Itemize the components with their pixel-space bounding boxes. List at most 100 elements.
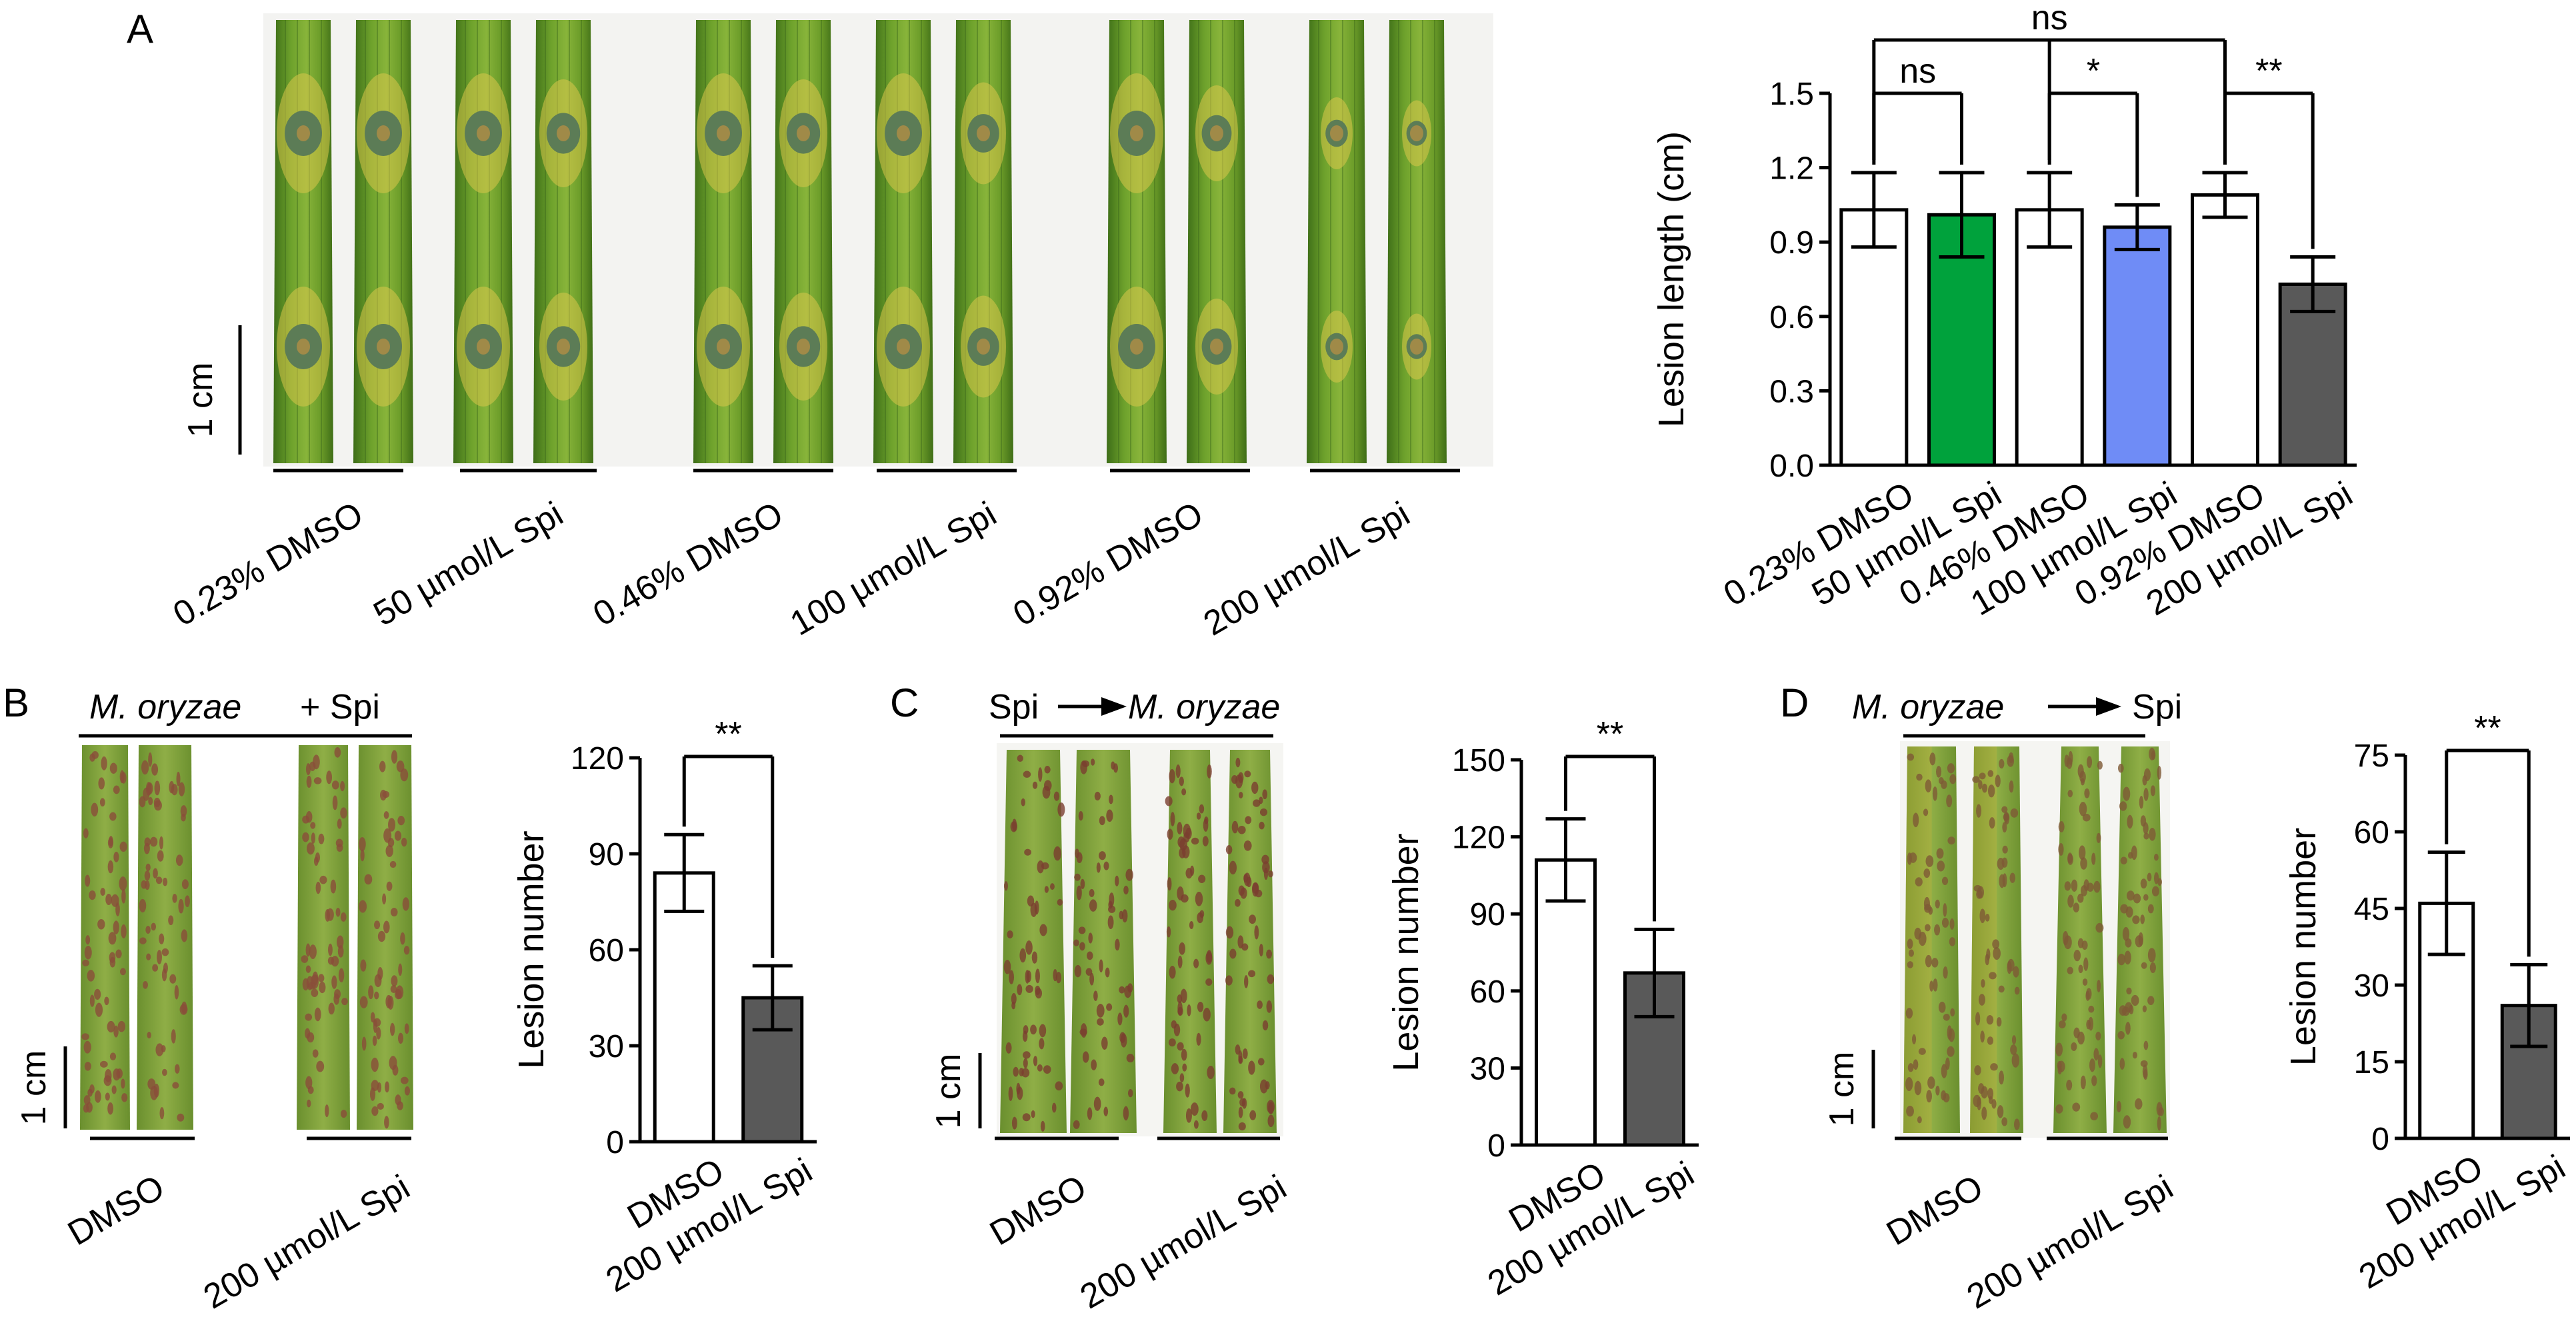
lesion-spot xyxy=(1988,784,1995,798)
leaf xyxy=(1000,750,1067,1133)
lesion-spot xyxy=(1009,970,1014,984)
lesion-spot xyxy=(1933,978,1938,992)
lesion-spot xyxy=(1268,1102,1274,1114)
lesion-spot xyxy=(2157,765,2162,780)
y-tick-label: 120 xyxy=(571,741,624,776)
lesion-spot xyxy=(1190,865,1195,876)
lesion-spot xyxy=(2078,964,2083,974)
lesion-spot xyxy=(1925,855,1934,867)
lesion-spot xyxy=(1057,898,1063,906)
lesion-spot xyxy=(168,915,174,926)
lesion-spot xyxy=(1179,776,1184,786)
lesion-spot xyxy=(2009,872,2016,883)
y-tick-label: 30 xyxy=(1470,1051,1505,1086)
lesion-spot xyxy=(1053,846,1061,861)
lesion-spot xyxy=(81,1033,89,1040)
lesion-spot xyxy=(1950,1008,1955,1017)
lesion-spot xyxy=(2135,1098,2143,1110)
lesion-spot xyxy=(1240,887,1247,899)
lesion-spot xyxy=(1007,930,1013,938)
lesion-core xyxy=(1330,125,1343,141)
lesion-spot xyxy=(1025,940,1033,955)
lesion-spot xyxy=(1179,942,1185,955)
lesion-spot xyxy=(1915,877,1923,886)
leaf-group-label-a-5: 0.92% DMSO xyxy=(1007,495,1209,634)
lesion-spot xyxy=(360,849,365,862)
lesion-spot xyxy=(1037,860,1044,874)
lesion-spot xyxy=(1103,1106,1109,1116)
lesion-spot xyxy=(1905,1077,1913,1092)
lesion-spot xyxy=(334,989,341,999)
lesion-spot xyxy=(2009,780,2014,793)
lesion-spot xyxy=(1943,902,1947,917)
lesion-spot xyxy=(2135,935,2143,948)
lesion-spot xyxy=(2013,966,2019,978)
lesion-spot xyxy=(113,920,119,934)
lesion-spot xyxy=(1171,1063,1179,1074)
lesion-spot xyxy=(2086,1019,2091,1030)
lesion-spot xyxy=(1907,961,1913,968)
lesion-spot xyxy=(2147,996,2155,1005)
lesion-spot xyxy=(113,785,120,794)
arrow-icon-c xyxy=(1058,697,1127,716)
lesion-spot xyxy=(143,842,150,854)
lesion-spot xyxy=(2067,789,2073,798)
lesion-spot xyxy=(1022,1113,1031,1122)
significance-label: ns xyxy=(2031,0,2068,37)
lesion-spot xyxy=(1109,892,1115,907)
lesion-spot xyxy=(1905,1008,1913,1019)
significance-label: ns xyxy=(1899,52,1936,91)
lesion-spot xyxy=(1115,938,1120,951)
lesion-spot xyxy=(1199,804,1205,814)
lesion-spot xyxy=(328,943,333,956)
y-tick-label: 90 xyxy=(589,837,624,872)
lesion-core xyxy=(297,125,310,141)
lesion-spot xyxy=(319,981,326,994)
lesion-spot xyxy=(1099,851,1106,860)
lesion-spot xyxy=(1167,877,1172,891)
lesion-spot xyxy=(179,1004,188,1015)
lesion-spot xyxy=(111,1085,117,1094)
lesion-spot xyxy=(376,1027,381,1040)
lesion-spot xyxy=(1949,937,1956,946)
lesion-spot xyxy=(113,1068,121,1081)
lesion-spot xyxy=(1941,917,1949,928)
lesion-spot xyxy=(119,876,127,891)
lesion-spot xyxy=(400,1076,409,1084)
lesion-spot xyxy=(1181,894,1189,903)
lesion-spot xyxy=(2007,958,2015,972)
lesion-spot xyxy=(1255,889,1263,898)
lesion-spot xyxy=(98,777,105,790)
lesion-spot xyxy=(1972,776,1980,783)
y-axis-title: Lesion length (cm) xyxy=(1651,131,1691,427)
lesion-spot xyxy=(1039,1024,1047,1038)
lesion-spot xyxy=(1039,1038,1045,1050)
lesion-spot xyxy=(1055,1081,1063,1091)
lesion-spot xyxy=(1169,900,1177,911)
lesion-spot xyxy=(115,949,122,958)
lesion-spot xyxy=(1167,828,1173,840)
lesion-spot xyxy=(85,874,91,887)
lesion-spot xyxy=(1202,836,1209,846)
lesion-spot xyxy=(388,818,396,832)
lesion-spot xyxy=(2095,1031,2101,1041)
y-tick-label: 90 xyxy=(1470,897,1505,932)
panel-label-b: B xyxy=(3,680,29,725)
lesion-spot xyxy=(331,780,339,790)
lesion-spot xyxy=(397,1101,403,1110)
lesion-spot xyxy=(1947,1046,1955,1057)
lesion-spot xyxy=(371,1080,379,1091)
lesion-spot xyxy=(1099,959,1103,973)
lesion-spot xyxy=(1995,774,2001,788)
lesion-spot xyxy=(1941,876,1949,885)
lesion-spot xyxy=(1074,873,1081,881)
lesion-spot xyxy=(178,782,185,796)
lesion-spot xyxy=(2141,962,2147,969)
lesion-spot xyxy=(2125,1022,2131,1035)
scale-bar-label-c: 1 cm xyxy=(929,1054,968,1129)
y-tick-label: 1.2 xyxy=(1769,151,1814,187)
lesion-spot xyxy=(2143,822,2149,834)
leaf-yellowing xyxy=(1970,746,1997,1133)
lesion-spot xyxy=(305,1013,313,1021)
lesion-spot xyxy=(2119,1005,2127,1016)
